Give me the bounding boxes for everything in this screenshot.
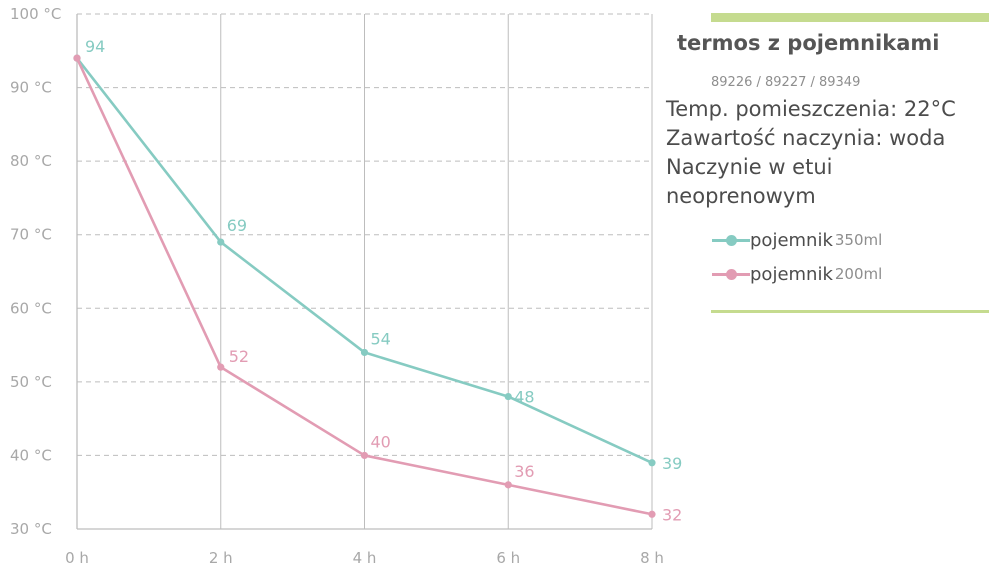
data-point-s0-3 [504,392,512,401]
y-tick-label-2: 50 °C [10,373,52,391]
data-point-s1-4 [648,510,656,518]
data-label-s1-1: 52 [229,347,249,366]
info-product-codes: 89226 / 89227 / 89349 [711,75,861,90]
data-point-s1-1 [217,363,225,371]
data-label-s1-3: 36 [514,462,534,481]
data-point-s0-4 [648,459,656,467]
data-label-s0-3: 48 [514,388,534,407]
data-point-s0-2 [360,348,369,357]
legend-item-350ml: pojemnik 350ml [712,228,882,252]
legend-size-200ml: 200ml [834,265,883,283]
info-bottom-bar [711,310,989,313]
legend-swatch-200ml [712,262,750,286]
data-point-s1-3 [504,481,512,489]
data-label-s1-4: 32 [662,505,682,524]
legend-size-350ml: 350ml [834,231,883,249]
x-tick-label-2: 4 h [353,549,377,567]
y-tick-label-5: 80 °C [10,152,52,170]
info-line-contents: Zawartość naczynia: woda [666,126,946,150]
info-line-case-cont: neoprenowym [666,184,816,208]
data-point-s0-1 [217,238,225,246]
y-tick-label-1: 40 °C [10,446,52,464]
x-tick-label-3: 6 h [496,549,520,567]
legend-item-200ml: pojemnik 200ml [712,262,882,286]
info-title: termos z pojemnikami [677,31,940,55]
data-point-s1-0 [73,54,81,62]
x-tick-label-0: 0 h [65,549,89,567]
data-label-s0-4: 39 [662,454,682,473]
legend-label-200ml: pojemnik [750,263,833,285]
x-tick-label-1: 2 h [209,549,233,567]
data-label-s0-0: 94 [85,37,105,56]
y-tick-label-7: 100 °C [10,5,61,23]
legend-label-350ml: pojemnik [750,229,833,251]
y-tick-label-6: 90 °C [10,79,52,97]
info-top-bar [711,13,989,22]
data-point-s1-2 [360,451,369,460]
legend-swatch-350ml [712,228,750,252]
y-tick-label-0: 30 °C [10,520,52,538]
y-tick-label-3: 60 °C [10,299,52,317]
info-line-case: Naczynie w etui [666,155,833,179]
x-tick-label-4: 8 h [640,549,664,567]
data-label-s0-1: 69 [227,216,247,235]
data-label-s0-2: 54 [371,329,391,348]
data-label-s1-2: 40 [371,432,391,451]
info-line-room-temp: Temp. pomieszczenia: 22°C [666,97,956,121]
y-tick-label-4: 70 °C [10,226,52,244]
